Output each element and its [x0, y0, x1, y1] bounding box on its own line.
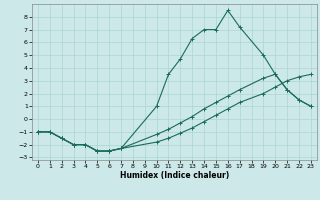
X-axis label: Humidex (Indice chaleur): Humidex (Indice chaleur): [120, 171, 229, 180]
